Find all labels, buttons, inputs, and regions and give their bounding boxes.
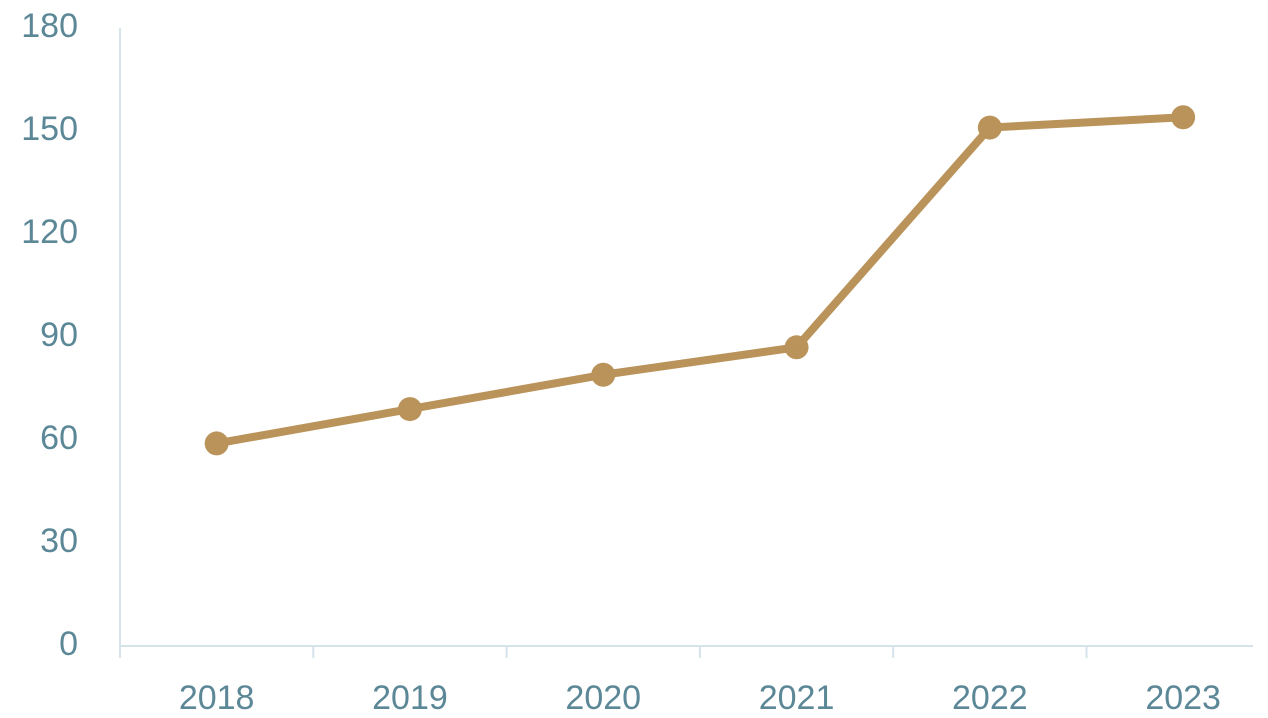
y-tick-label: 60 (40, 419, 78, 457)
y-tick-label: 90 (40, 316, 78, 354)
point (977, 115, 1002, 140)
y-tick-label: 30 (40, 522, 78, 560)
point (397, 397, 422, 422)
x-tick-label: 2023 (1145, 679, 1221, 717)
y-tick-label: 180 (21, 7, 78, 45)
x-tick-label: 2018 (179, 679, 255, 717)
x-tick-label: 2022 (952, 679, 1028, 717)
point (784, 335, 809, 360)
point (1171, 105, 1196, 130)
y-tick-label: 150 (21, 110, 78, 148)
x-tick-label: 2021 (759, 679, 835, 717)
y-tick-label: 120 (21, 213, 78, 251)
x-tick-label: 2020 (565, 679, 641, 717)
line (215, 113, 1184, 448)
y-tick-label: 0 (59, 625, 78, 663)
point (591, 362, 616, 387)
x-tick-label: 2019 (372, 679, 448, 717)
point (204, 431, 229, 456)
